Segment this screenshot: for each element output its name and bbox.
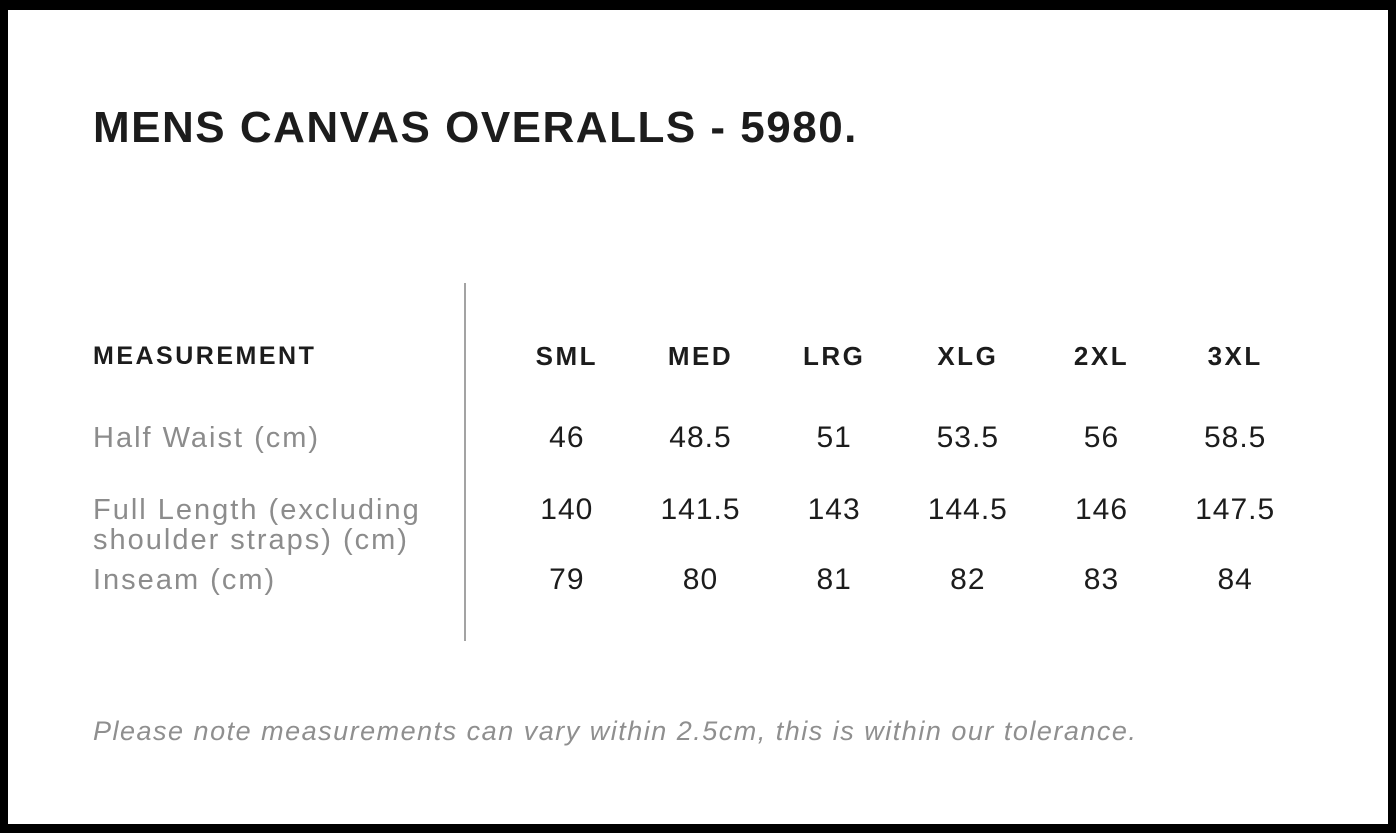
- cell-value: 56: [1083, 421, 1120, 454]
- size-column-header-xlg: XLG: [937, 340, 999, 371]
- table-divider: [464, 283, 466, 641]
- cell-value: 51: [816, 421, 852, 454]
- size-table: MEASUREMENT SML MED LRG XLG 2XL 3XL Half…: [93, 283, 1302, 641]
- cell-value: 146: [1074, 493, 1129, 526]
- cell-value: 82: [950, 563, 986, 596]
- cell-value: 83: [1083, 563, 1120, 596]
- cell-value: 144.5: [927, 493, 1008, 526]
- row-label-half-waist: Half Waist (cm): [93, 422, 321, 454]
- size-column-header-lrg: LRG: [802, 340, 866, 371]
- size-column-header-sml: SML: [535, 340, 599, 371]
- cell-value: 140: [540, 493, 594, 526]
- size-column-header-2xl: 2XL: [1073, 340, 1130, 371]
- cell-value: 53.5: [936, 421, 1000, 454]
- tolerance-note: Please note measurements can vary within…: [93, 716, 1138, 746]
- cell-value: 141.5: [660, 493, 741, 526]
- product-title: MENS CANVAS OVERALLS - 5980.: [93, 103, 858, 152]
- cell-value: 84: [1217, 563, 1253, 596]
- size-table-grid: MEASUREMENT SML MED LRG XLG 2XL 3XL Half…: [93, 283, 1302, 641]
- measurement-header: MEASUREMENT: [93, 341, 317, 370]
- size-column-header-med: MED: [667, 340, 734, 371]
- cell-value: 147.5: [1195, 493, 1276, 526]
- cell-value: 48.5: [669, 421, 732, 454]
- cell-value: 46: [549, 421, 585, 454]
- row-label-full-length: Full Length (excluding shoulder straps) …: [93, 494, 421, 556]
- cell-value: 80: [682, 563, 719, 596]
- size-column-header-3xl: 3XL: [1207, 340, 1263, 371]
- cell-value: 79: [549, 563, 585, 596]
- row-label-inseam: Inseam (cm): [93, 564, 277, 596]
- cell-value: 143: [807, 493, 861, 526]
- cell-value: 58.5: [1203, 421, 1267, 454]
- cell-value: 81: [816, 563, 852, 596]
